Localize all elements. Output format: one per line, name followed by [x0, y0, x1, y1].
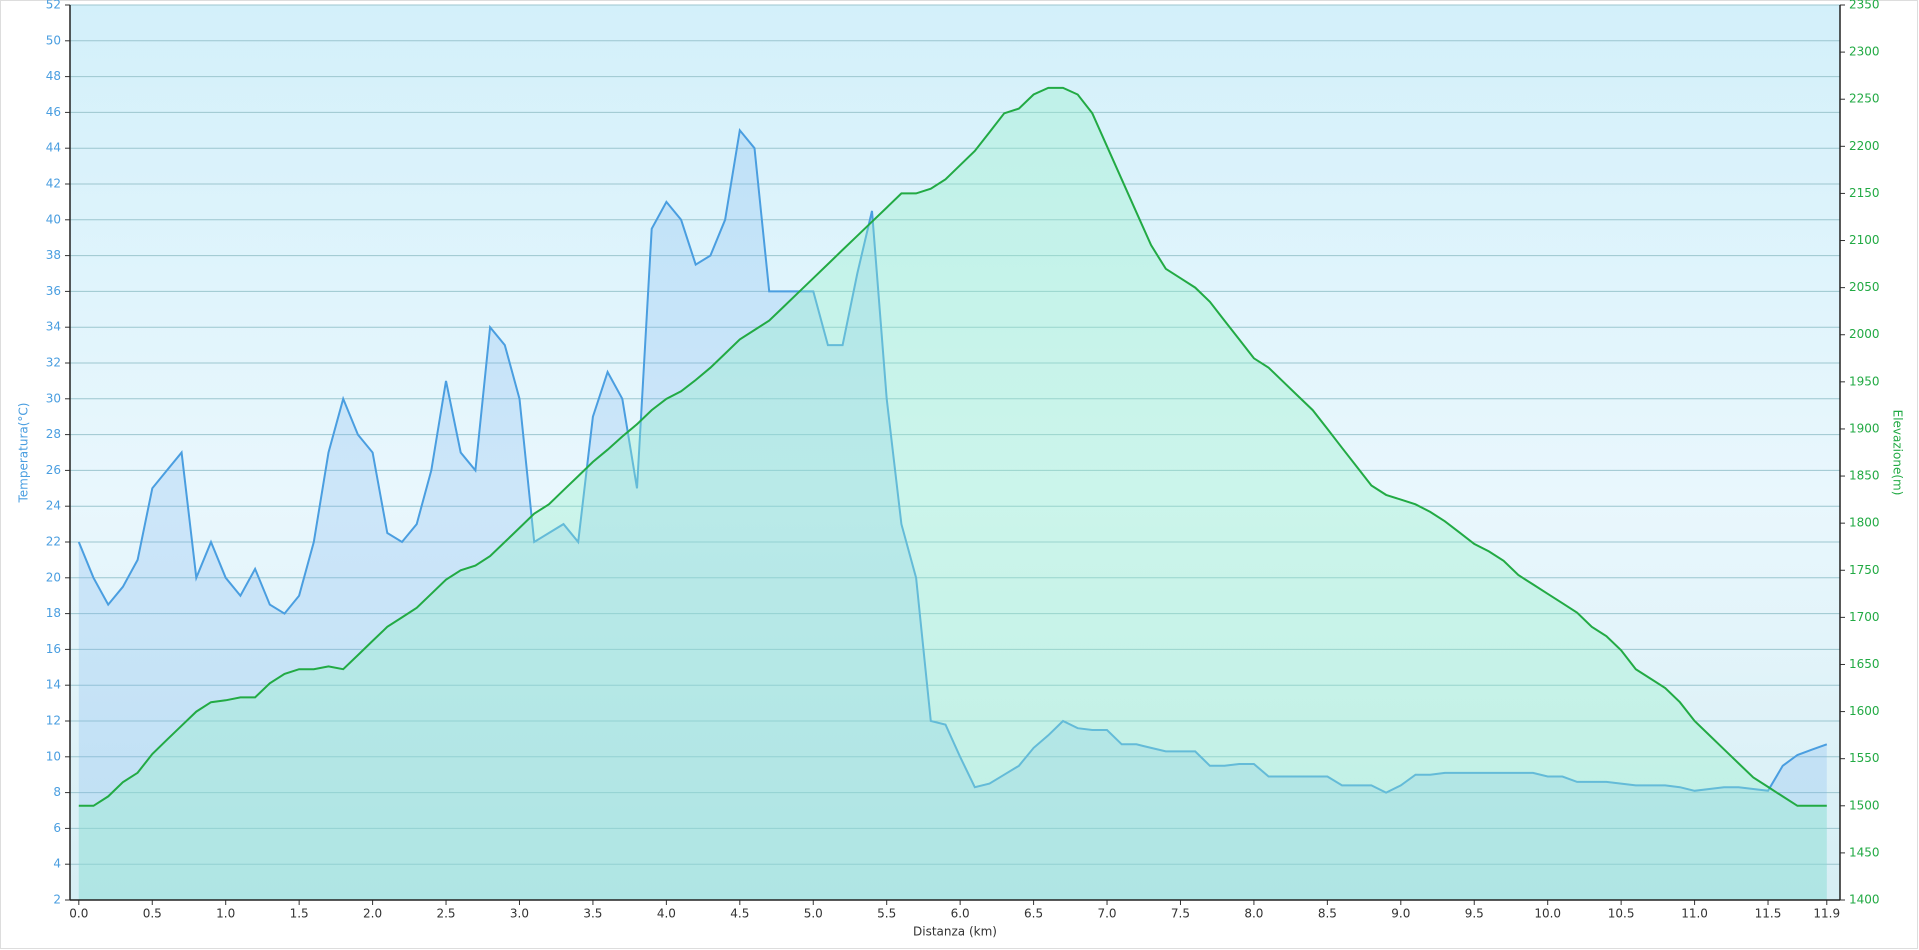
x-tick-label: 3.0	[510, 907, 529, 921]
y-tick-label: 32	[46, 356, 61, 370]
y-tick-label: 2	[53, 893, 61, 907]
y-tick-label: 12	[46, 714, 61, 728]
line	[78, 86, 1827, 807]
y2-tick-label: 2300	[1849, 45, 1880, 59]
y2-tick-label: 1450	[1849, 845, 1880, 859]
x-tick-label: 8.0	[1244, 907, 1263, 921]
y-tick-label: 26	[46, 463, 61, 477]
plot-background	[70, 5, 1840, 900]
y-tick-label: 24	[46, 499, 61, 513]
area	[78, 87, 1827, 900]
x-tick-label: 2.5	[436, 907, 455, 921]
marks	[77, 86, 1828, 901]
y2-tick-label: 2100	[1849, 233, 1880, 247]
y-tick-label: 40	[46, 212, 61, 226]
y-tick-label: 46	[46, 105, 61, 119]
y-tick-label: 48	[46, 69, 61, 83]
y2-tick-label: 2050	[1849, 280, 1880, 294]
y2-tick-label: 1900	[1849, 421, 1880, 435]
y2-tick-label: 2250	[1849, 92, 1880, 106]
y-tick-label: 52	[46, 0, 61, 12]
x-tick-label: 1.0	[216, 907, 235, 921]
y2-tick-label: 1550	[1849, 751, 1880, 765]
y-tick-label: 42	[46, 177, 61, 191]
x-tick-label: 0.0	[69, 907, 88, 921]
y2-tick-label: 1650	[1849, 657, 1880, 671]
y-tick-label: 6	[53, 821, 61, 835]
area	[78, 130, 1827, 901]
y-tick-label: 14	[46, 678, 61, 692]
x-tick-label: 4.0	[657, 907, 676, 921]
x-tick-label: 11.0	[1681, 907, 1708, 921]
x-tick-label: 0.5	[143, 907, 162, 921]
y-tick-label: 50	[46, 33, 61, 47]
y-tick-label: 20	[46, 570, 61, 584]
y2-tick-label: 1700	[1849, 610, 1880, 624]
line	[77, 127, 1828, 794]
grid	[70, 4, 1840, 901]
y-tick-label: 4	[53, 857, 61, 871]
x-tick-label: 7.5	[1171, 907, 1190, 921]
y-tick-label: 44	[46, 141, 61, 155]
x-tick-label: 6.0	[951, 907, 970, 921]
y-tick-label: 34	[46, 320, 61, 334]
y2-tick-label: 2150	[1849, 186, 1880, 200]
x-tick-label: 6.5	[1024, 907, 1043, 921]
x-tick-label: 3.5	[583, 907, 602, 921]
y-tick-label: 38	[46, 248, 61, 262]
y2-tick-label: 1500	[1849, 798, 1880, 812]
y2-tick-label: 1950	[1849, 374, 1880, 388]
y2-tick-label: 2200	[1849, 139, 1880, 153]
axes: 2468101214161820222426283032343638404244…	[46, 0, 1880, 921]
x-tick-label: 1.5	[290, 907, 309, 921]
x-tick-label: 9.5	[1465, 907, 1484, 921]
y-axis-title: Temperatura(°C)	[17, 403, 31, 504]
x-axis-title: Distanza (km)	[913, 925, 997, 939]
y2-tick-label: 2000	[1849, 327, 1880, 341]
x-tick-label: 9.0	[1391, 907, 1410, 921]
y-tick-label: 22	[46, 535, 61, 549]
y2-tick-label: 1750	[1849, 563, 1880, 577]
y2-tick-label: 1600	[1849, 704, 1880, 718]
y2-tick-label: 1850	[1849, 469, 1880, 483]
y-tick-label: 30	[46, 391, 61, 405]
x-tick-label: 10.5	[1608, 907, 1635, 921]
x-tick-label: 11.9	[1813, 907, 1840, 921]
y2-tick-label: 1400	[1849, 893, 1880, 907]
x-tick-label: 5.0	[804, 907, 823, 921]
y-tick-label: 28	[46, 427, 61, 441]
y-tick-label: 36	[46, 284, 61, 298]
x-tick-label: 5.5	[877, 907, 896, 921]
x-tick-label: 10.0	[1534, 907, 1561, 921]
x-tick-label: 4.5	[730, 907, 749, 921]
x-tick-label: 8.5	[1318, 907, 1337, 921]
x-tick-label: 11.5	[1755, 907, 1782, 921]
x-tick-label: 2.0	[363, 907, 382, 921]
y-tick-label: 10	[46, 749, 61, 763]
x-tick-label: 7.0	[1097, 907, 1116, 921]
y2-axis-title: Elevazione(m)	[1891, 410, 1905, 496]
y-tick-label: 16	[46, 642, 61, 656]
y2-tick-label: 2350	[1849, 0, 1880, 12]
y-tick-label: 8	[53, 785, 61, 799]
y2-tick-label: 1800	[1849, 516, 1880, 530]
y-tick-label: 18	[46, 606, 61, 620]
